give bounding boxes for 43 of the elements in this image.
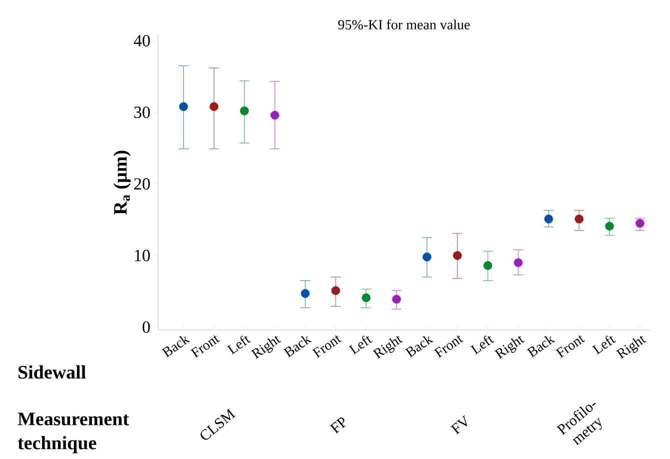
point <box>453 251 462 260</box>
point <box>362 293 371 302</box>
point <box>210 102 218 111</box>
text: FV <box>450 415 468 434</box>
x-tick-label: Right <box>250 336 282 359</box>
x-tick-label: Front <box>555 335 586 358</box>
y-tick-label: 0 <box>142 321 150 333</box>
chart-title: 95%-KI for mean value <box>338 19 470 30</box>
x-tick-label: Back <box>404 336 434 358</box>
text: R$_{a}$ (µm) <box>113 150 131 215</box>
text: FP <box>330 417 346 434</box>
text: Measurement technique <box>18 412 129 454</box>
x-tick-label: Left <box>348 336 372 355</box>
point <box>483 261 492 270</box>
y-tick-label: 10 <box>134 250 150 262</box>
point <box>300 289 310 298</box>
point <box>422 252 432 262</box>
text: Sidewall <box>18 365 86 379</box>
point <box>392 294 401 304</box>
x-tick-label: Left <box>226 336 251 355</box>
x-tick-label: Right <box>372 336 403 359</box>
x-tick-label: Front <box>434 335 464 358</box>
point <box>544 214 554 224</box>
x-tick-label: Back <box>283 336 312 358</box>
x-tick-label: Front <box>190 335 220 358</box>
x-tick-label: Back <box>161 336 190 358</box>
point <box>605 222 614 231</box>
x-tick-label: Back <box>526 336 556 358</box>
point <box>574 214 584 224</box>
x-tick-label: Right <box>616 336 646 359</box>
point <box>636 218 644 228</box>
x-tick-label: Left <box>592 336 616 355</box>
point <box>270 110 280 120</box>
point <box>331 286 340 295</box>
y-tick-label: 30 <box>134 106 150 118</box>
x-tick-label: Left <box>470 336 494 355</box>
y-tick-label: 20 <box>134 178 150 190</box>
point <box>179 102 188 111</box>
point <box>240 106 249 116</box>
x-tick-label: Front <box>312 335 342 358</box>
point <box>514 258 523 268</box>
x-tick-label: Right <box>494 336 524 359</box>
y-tick-label: 40 <box>134 34 150 46</box>
